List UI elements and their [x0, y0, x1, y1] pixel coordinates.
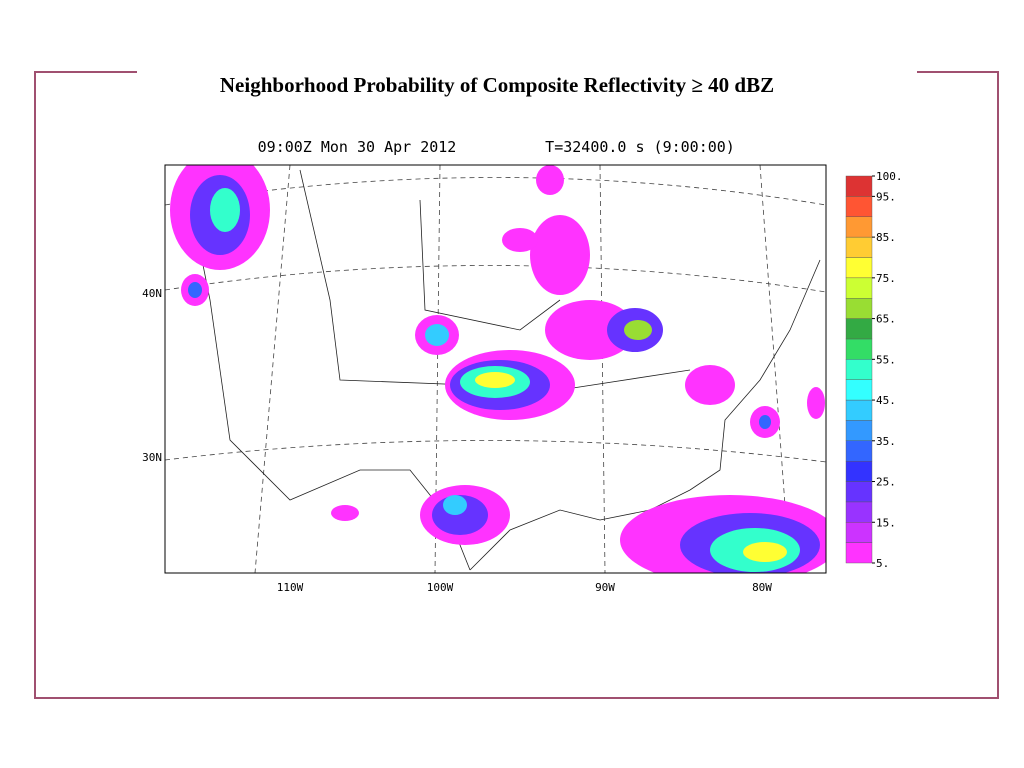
colorbar-box [845, 460, 873, 482]
colorbar-box [845, 420, 873, 441]
colorbar-box [845, 277, 873, 299]
colorbar-box [845, 379, 873, 401]
lon-label: 100W [427, 581, 454, 594]
colorbar-box [845, 542, 873, 564]
colorbar-box [845, 318, 873, 340]
map-field [165, 165, 826, 573]
lat-label: 40N [142, 287, 162, 300]
colorbar-label: 95. [876, 190, 896, 203]
colorbar-label: 15. [876, 516, 896, 529]
colorbar-box [845, 440, 873, 462]
colorbar-box [845, 481, 873, 503]
colorbar-box [845, 196, 873, 217]
colorbar-label: 25. [876, 476, 896, 489]
lon-label: 110W [277, 581, 304, 594]
frame [34, 71, 999, 699]
time-label: 09:00Z Mon 30 Apr 2012 [258, 138, 457, 156]
colorbar-label: 85. [876, 231, 896, 244]
lon-label: 90W [595, 581, 615, 594]
map-border [164, 164, 827, 574]
colorbar-label: 35. [876, 435, 896, 448]
colorbar-label: 100. [876, 170, 903, 183]
run-label: T=32400.0 s (9:00:00) [545, 138, 735, 156]
colorbar-label: 65. [876, 313, 896, 326]
colorbar-label: 5. [876, 557, 889, 570]
colorbar-box [845, 522, 873, 543]
colorbar-box [845, 216, 873, 238]
colorbar-label: 75. [876, 272, 896, 285]
slide-title: Neighborhood Probability of Composite Re… [220, 73, 774, 97]
lon-label: 80W [752, 581, 772, 594]
colorbar-box [845, 298, 873, 319]
colorbar-box [845, 359, 873, 380]
colorbar-label: 45. [876, 394, 896, 407]
colorbar-box [845, 257, 873, 279]
colorbar-box [845, 236, 873, 258]
lat-label: 30N [142, 451, 162, 464]
colorbar-box [845, 175, 873, 197]
colorbar-box [845, 501, 873, 523]
colorbar-box [845, 338, 873, 360]
probability-blobs [170, 165, 826, 573]
colorbar-label: 55. [876, 353, 896, 366]
colorbar-box [845, 399, 873, 421]
